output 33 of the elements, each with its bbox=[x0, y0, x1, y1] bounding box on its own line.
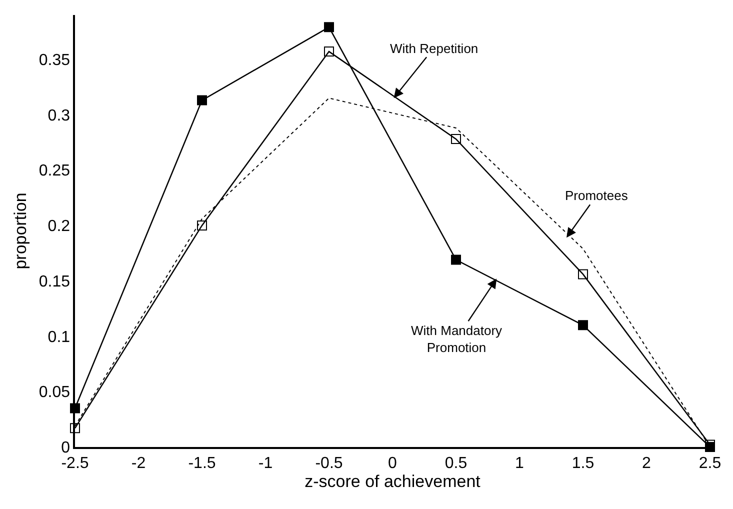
point bbox=[324, 46, 334, 57]
annotation: With Mandatory Promotion bbox=[411, 323, 503, 355]
annotation: With Repetition bbox=[390, 41, 478, 56]
point bbox=[197, 220, 207, 230]
y-tick-label: 0.15 bbox=[38, 273, 70, 290]
y-tick-label: 0.1 bbox=[48, 328, 70, 346]
annotation: Promotees bbox=[565, 188, 628, 203]
y-tick-label: 0.35 bbox=[38, 52, 70, 69]
point bbox=[324, 22, 334, 32]
x-tick-label: 1 bbox=[515, 454, 524, 472]
x-tick-label: 1.5 bbox=[572, 454, 594, 472]
x-tick-label: -1.5 bbox=[188, 454, 216, 472]
x-axis-title: z-score of achievement bbox=[304, 472, 481, 491]
point bbox=[451, 134, 461, 144]
point bbox=[578, 269, 588, 280]
point bbox=[197, 95, 207, 106]
y-tick-label: 0.05 bbox=[38, 384, 70, 402]
y-tick-label: 0.2 bbox=[48, 218, 70, 236]
y-tick-label: 0.25 bbox=[38, 162, 70, 180]
y-tick-label: 0 bbox=[61, 440, 70, 457]
x-tick-label: -2.5 bbox=[61, 454, 89, 472]
x-tick-label: 0.5 bbox=[444, 454, 468, 472]
y-axis-title: proportion bbox=[10, 192, 30, 270]
point bbox=[70, 423, 80, 434]
x-tick-label: 2 bbox=[642, 454, 652, 472]
x-tick-label: -0.5 bbox=[315, 454, 343, 472]
point bbox=[451, 254, 461, 265]
x-tick-label: 0 bbox=[388, 454, 398, 472]
x-tick-label: -1 bbox=[258, 454, 273, 472]
y-tick-label: 0.3 bbox=[48, 107, 70, 124]
x-tick-label: -2 bbox=[131, 454, 146, 472]
point bbox=[578, 320, 588, 330]
x-tick-label: 2.5 bbox=[698, 454, 722, 472]
